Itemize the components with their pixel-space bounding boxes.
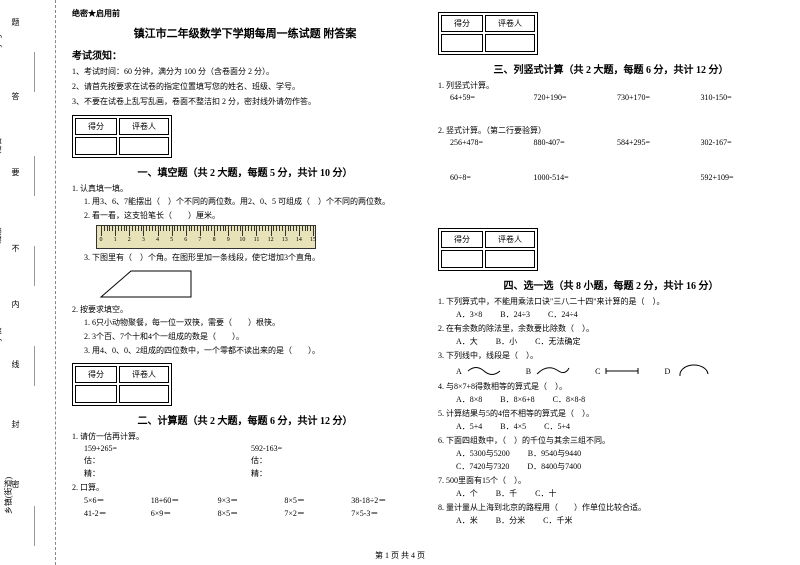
calc-row: 64+59=720+190=730+170=310-150=	[450, 93, 784, 102]
question: 1. 列竖式计算。	[438, 80, 784, 91]
field-label-3: 学校	[0, 328, 4, 344]
side-label-3: 不	[10, 244, 21, 252]
question: 4. 与8×7+8得数相等的算式是（ ）。	[438, 381, 784, 392]
score-box: 得分评卷人	[72, 363, 172, 406]
sub-question: 2. 3个百、7个十和4个一组成的数是（ ）。	[84, 331, 418, 343]
field-label-2: 班级	[0, 228, 4, 244]
sub-question: 2. 看一看，这支铅笔长（ ）厘米。	[84, 210, 418, 222]
sub-question: 1. 用3、6、7能摆出（ ）个不同的两位数。用2、0、5 可组成（ ）个不同的…	[84, 196, 418, 208]
notice-heading: 考试须知：	[72, 47, 418, 62]
question: 1. 下列算式中，不能用乘法口诀"三八二十四"来计算的是（ ）。	[438, 296, 784, 307]
question: 2. 口算。	[72, 482, 418, 493]
side-label-1: 答	[10, 92, 21, 100]
notice-item: 1、考试时间：60 分钟，满分为 100 分（含卷面分 2 分）。	[72, 66, 418, 78]
left-column: 绝密★启用前 镇江市二年级数学下学期每周一练试题 附答案 考试须知： 1、考试时…	[62, 8, 428, 557]
score-box: 得分评卷人	[72, 115, 172, 158]
question: 6. 下面四组数中，（ ）的千位与其余三组不同。	[438, 435, 784, 446]
side-label-4: 内	[10, 300, 21, 308]
score-box: 得分评卷人	[438, 12, 538, 55]
notice-item: 3、不要在试卷上乱写乱画，卷面不整洁扣 2 分，密封线外请勿作答。	[72, 96, 418, 108]
question: 2. 按要求填空。	[72, 304, 418, 315]
secret-notice: 绝密★启用前	[72, 8, 418, 19]
page-footer: 第 1 页 共 4 页	[0, 550, 800, 561]
side-label-5: 线	[10, 360, 21, 368]
page-title: 镇江市二年级数学下学期每周一练试题 附答案	[72, 25, 418, 41]
sub-question: 3. 用4、0、0、2组成的四位数中，一个零都不读出来的是（ ）。	[84, 345, 418, 357]
binding-margin: 题 答 要 不 内 线 封 密 学号 姓名 班级 学校 乡镇(街道)	[0, 0, 56, 565]
line-shapes: A B C D	[456, 364, 784, 378]
calc-row: 41-2＝6×9＝8×5＝7×2＝7×5-3＝	[84, 508, 418, 519]
question: 7. 500里面有15个（ ）。	[438, 475, 784, 486]
section3-heading: 三、列竖式计算（共 2 大题，每题 6 分，共计 12 分）	[438, 61, 784, 76]
section4-heading: 四、选一选（共 8 小题，每题 2 分，共计 16 分）	[438, 277, 784, 292]
side-label-2: 要	[10, 168, 21, 176]
sub-question: 3. 下图里有（ ）个角。在图形里加一条线段，使它增加3个直角。	[84, 252, 418, 264]
score-box: 得分评卷人	[438, 228, 538, 271]
question: 3. 下列线中，线段是（ ）。	[438, 350, 784, 361]
question: 8. 量计量从上海到北京的路程用（ ）作单位比较合适。	[438, 502, 784, 513]
ruler-image: 0123456789101112131415	[96, 225, 316, 249]
right-column: 得分评卷人 三、列竖式计算（共 2 大题，每题 6 分，共计 12 分） 1. …	[428, 8, 794, 557]
field-label-4: 乡镇(街道)	[3, 477, 14, 514]
notice-item: 2、请首先按要求在试卷的指定位置填写您的姓名、班级、学号。	[72, 81, 418, 93]
trapezoid-figure	[96, 267, 196, 301]
question: 1. 请仿一估再计算。	[72, 431, 418, 442]
question: 2. 在有余数的除法里，余数要比除数（ ）。	[438, 323, 784, 334]
calc-row: 5×6＝18+60＝9×3＝8×5＝38-18÷2＝	[84, 495, 418, 506]
question: 5. 计算结果与5的4倍不相等的算式是（ ）。	[438, 408, 784, 419]
section1-heading: 一、填空题（共 2 大题，每题 5 分，共计 10 分）	[72, 164, 418, 179]
field-label-0: 学号	[0, 34, 4, 50]
question: 2. 竖式计算。（第二行要验算）	[438, 125, 784, 136]
field-label-1: 姓名	[0, 138, 4, 154]
question: 1. 认真填一填。	[72, 183, 418, 194]
calc-row: 256+478=880-407=584+295=302-167=	[450, 138, 784, 147]
section2-heading: 二、计算题（共 2 大题，每题 6 分，共计 12 分）	[72, 412, 418, 427]
calc-row: 60÷8=1000-514=592+109=	[450, 173, 784, 182]
sub-question: 1. 6只小动物聚餐，每一位一双筷，需要（ ）根筷。	[84, 317, 418, 329]
side-label-6: 封	[10, 420, 21, 428]
side-label-0: 题	[10, 18, 21, 26]
